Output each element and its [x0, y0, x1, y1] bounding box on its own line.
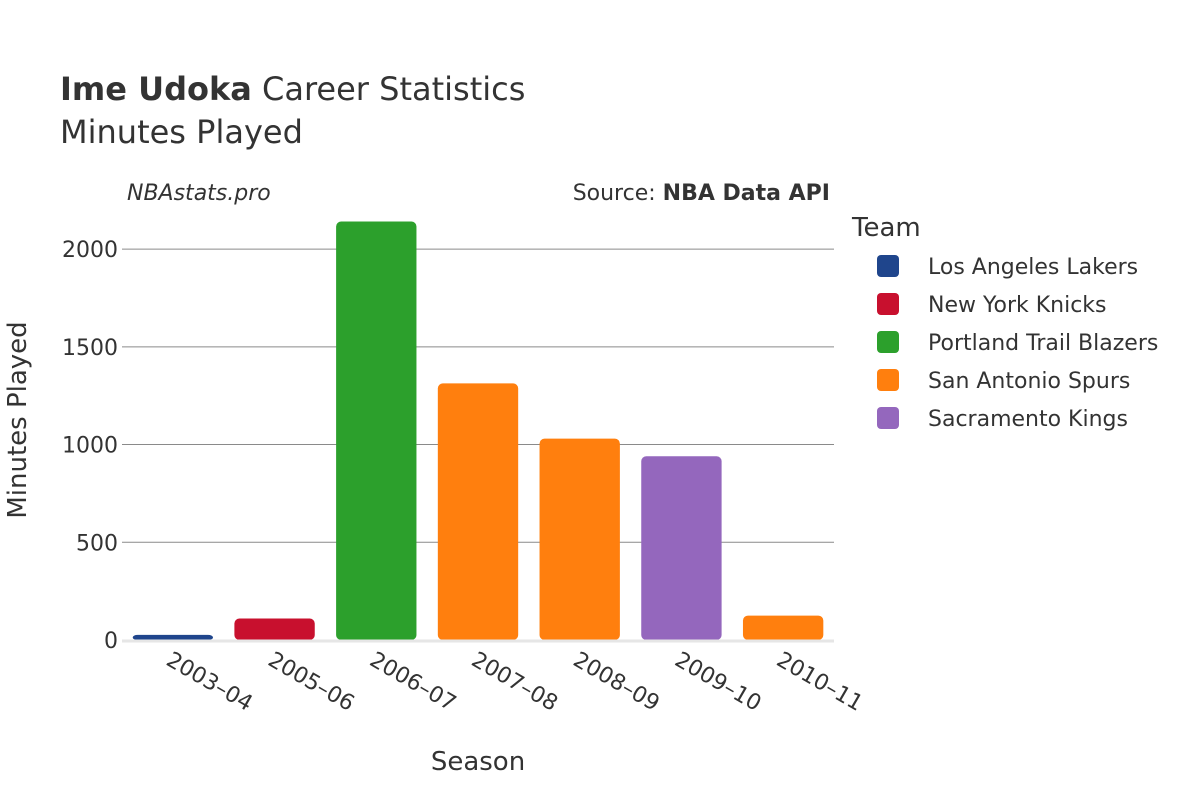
x-tick-label: 2009–10	[670, 648, 765, 717]
bar-2008-09-san-antonio-spurs[interactable]	[539, 438, 620, 640]
chart-title: Ime Udoka Career Statistics	[60, 70, 525, 108]
chart-subtitle: Minutes Played	[60, 113, 303, 151]
legend: Los Angeles Lakers New York Knicks Portlan…	[877, 255, 1158, 432]
x-axis-title: Season	[431, 747, 525, 777]
y-tick-label: 500	[76, 531, 118, 556]
legend-swatch	[877, 255, 899, 277]
y-tick-label: 2000	[62, 238, 118, 263]
bar-2009-10-sacramento-kings[interactable]	[641, 456, 722, 640]
y-axis-ticks: 0 500 1000 1500 2000	[62, 238, 118, 654]
bar-2006-07-portland-trail-blazers[interactable]	[336, 221, 417, 641]
legend-label: San Antonio Spurs	[928, 369, 1130, 394]
legend-item-new-york-knicks[interactable]: New York Knicks	[877, 293, 1107, 318]
legend-item-san-antonio-spurs[interactable]: San Antonio Spurs	[877, 369, 1130, 394]
legend-label: New York Knicks	[928, 293, 1107, 318]
legend-label: Los Angeles Lakers	[928, 255, 1138, 280]
title-rest: Career Statistics	[252, 70, 526, 108]
x-tick-label: 2010–11	[772, 648, 867, 717]
y-tick-label: 1000	[62, 434, 118, 459]
bar-2003-04-los-angeles-lakers[interactable]	[132, 634, 214, 640]
y-axis-title: Minutes Played	[3, 321, 33, 518]
x-tick-label: 2006–07	[365, 648, 460, 717]
bar-2005-06-new-york-knicks[interactable]	[234, 618, 315, 641]
x-tick-label: 2007–08	[467, 648, 562, 717]
legend-item-portland-trail-blazers[interactable]: Portland Trail Blazers	[877, 331, 1158, 356]
legend-label: Sacramento Kings	[928, 407, 1128, 432]
legend-swatch	[877, 407, 899, 429]
legend-label: Portland Trail Blazers	[928, 331, 1158, 356]
y-tick-label: 1500	[62, 336, 118, 361]
player-name: Ime Udoka	[60, 70, 252, 108]
x-tick-label: 2008–09	[569, 648, 664, 717]
legend-item-sacramento-kings[interactable]: Sacramento Kings	[877, 407, 1128, 432]
bar-2010-11-san-antonio-spurs[interactable]	[742, 615, 824, 640]
source-prefix: Source:	[573, 181, 663, 206]
x-tick-label: 2003–04	[162, 648, 257, 717]
legend-item-los-angeles-lakers[interactable]: Los Angeles Lakers	[877, 255, 1138, 280]
x-axis-ticks: 2003–04 2005–06 2006–07 2007–08 2008–09 2009–…	[162, 648, 867, 717]
brand-watermark: NBAstats.pro	[127, 181, 271, 206]
legend-swatch	[877, 369, 899, 391]
legend-swatch	[877, 293, 899, 315]
bar-2007-08-san-antonio-spurs[interactable]	[437, 383, 519, 640]
bars	[122, 221, 834, 643]
legend-title: Team	[851, 213, 921, 243]
x-tick-label: 2005–06	[264, 648, 359, 717]
source-name: NBA Data API	[663, 181, 830, 206]
y-tick-label: 0	[104, 629, 118, 654]
legend-swatch	[877, 331, 899, 353]
source-credit: Source: NBA Data API	[573, 181, 830, 206]
